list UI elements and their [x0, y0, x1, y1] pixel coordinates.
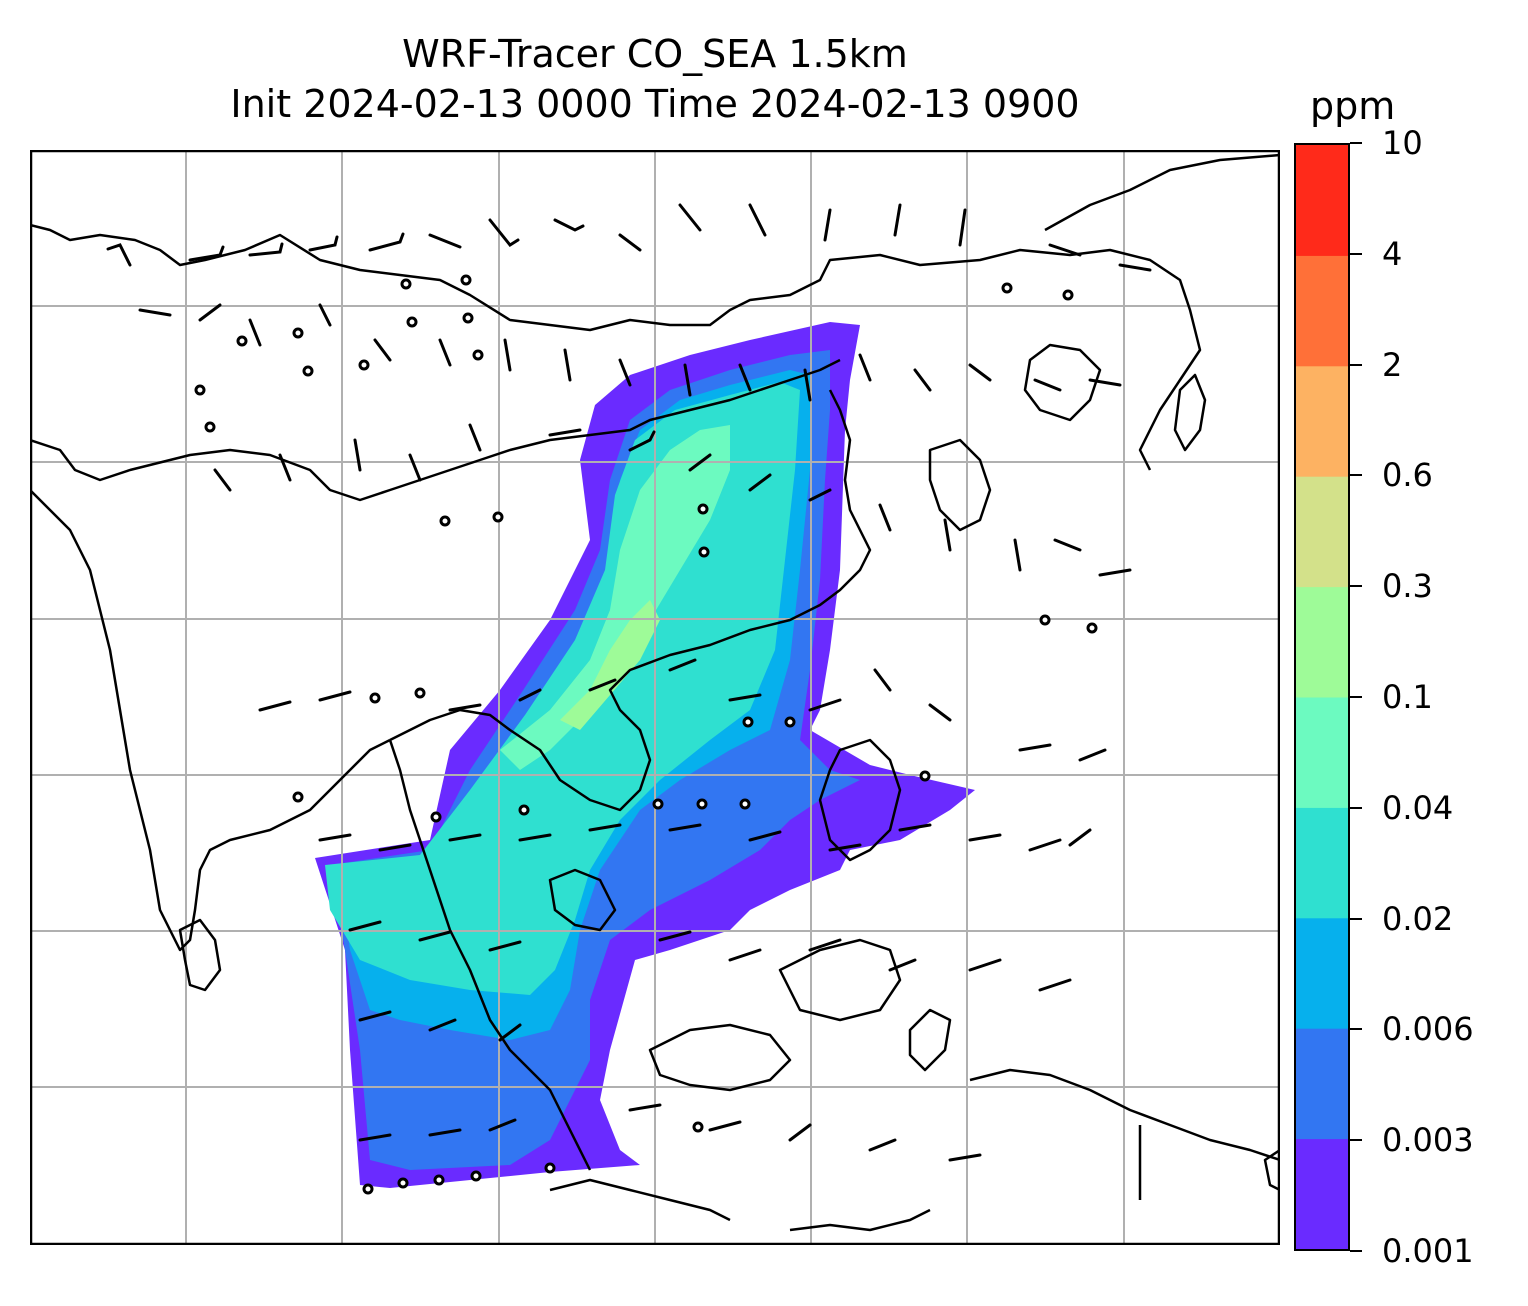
- colorbar: [1294, 143, 1350, 1251]
- colorbar-tick-label: 4: [1382, 234, 1403, 273]
- colorbar-band-1: [1296, 1028, 1348, 1140]
- colorbar-band-3: [1296, 807, 1348, 919]
- chart-title-line2: Init 2024-02-13 0000 Time 2024-02-13 090…: [230, 82, 1080, 126]
- colorbar-band-8: [1296, 255, 1348, 367]
- colorbar-tick-label: 0.3: [1382, 567, 1433, 606]
- colorbar-band-4: [1296, 697, 1348, 808]
- tracer-level-0.1: [560, 600, 660, 730]
- calm-wind-markers: [194, 274, 1098, 1195]
- colorbar-tick: [1350, 474, 1362, 477]
- colorbar-band-5: [1296, 586, 1348, 698]
- colorbar-band-0: [1296, 1138, 1348, 1249]
- wind-barbs: [106, 203, 1152, 1162]
- colorbar-band-9: [1296, 145, 1348, 256]
- colorbar-unit-label: ppm: [1310, 84, 1396, 128]
- chart-title-line1: WRF-Tracer CO_SEA 1.5km: [402, 32, 908, 76]
- colorbar-band-6: [1296, 476, 1348, 588]
- colorbar-tick: [1350, 363, 1362, 366]
- colorbar-tick: [1350, 696, 1362, 698]
- colorbar-tick: [1350, 585, 1362, 588]
- colorbar-tick-label: 0.1: [1382, 678, 1433, 716]
- colorbar-tick-label: 2: [1382, 345, 1403, 384]
- colorbar-tick: [1350, 1250, 1362, 1252]
- colorbar-tick: [1350, 1028, 1362, 1031]
- colorbar-tick-label: 0.006: [1382, 1010, 1474, 1049]
- colorbar-tick-label: 0.04: [1382, 788, 1454, 827]
- colorbar-band-7: [1296, 365, 1348, 477]
- colorbar-tick: [1350, 1139, 1362, 1142]
- colorbar-band-2: [1296, 917, 1348, 1029]
- tracer-level-0.04: [500, 425, 730, 770]
- colorbar-tick-label: 0.003: [1382, 1121, 1474, 1160]
- colorbar-tick: [1350, 806, 1362, 809]
- colorbar-tick-label: 0.6: [1382, 456, 1433, 495]
- colorbar-tick-label: 10: [1382, 124, 1423, 162]
- colorbar-tick: [1350, 252, 1362, 255]
- colorbar-tick-label: 0.02: [1382, 899, 1454, 938]
- colorbar-tick-label: 0.001: [1382, 1232, 1474, 1270]
- map-panel: [30, 150, 1280, 1245]
- colorbar-tick: [1350, 917, 1362, 920]
- colorbar-tick: [1350, 142, 1362, 144]
